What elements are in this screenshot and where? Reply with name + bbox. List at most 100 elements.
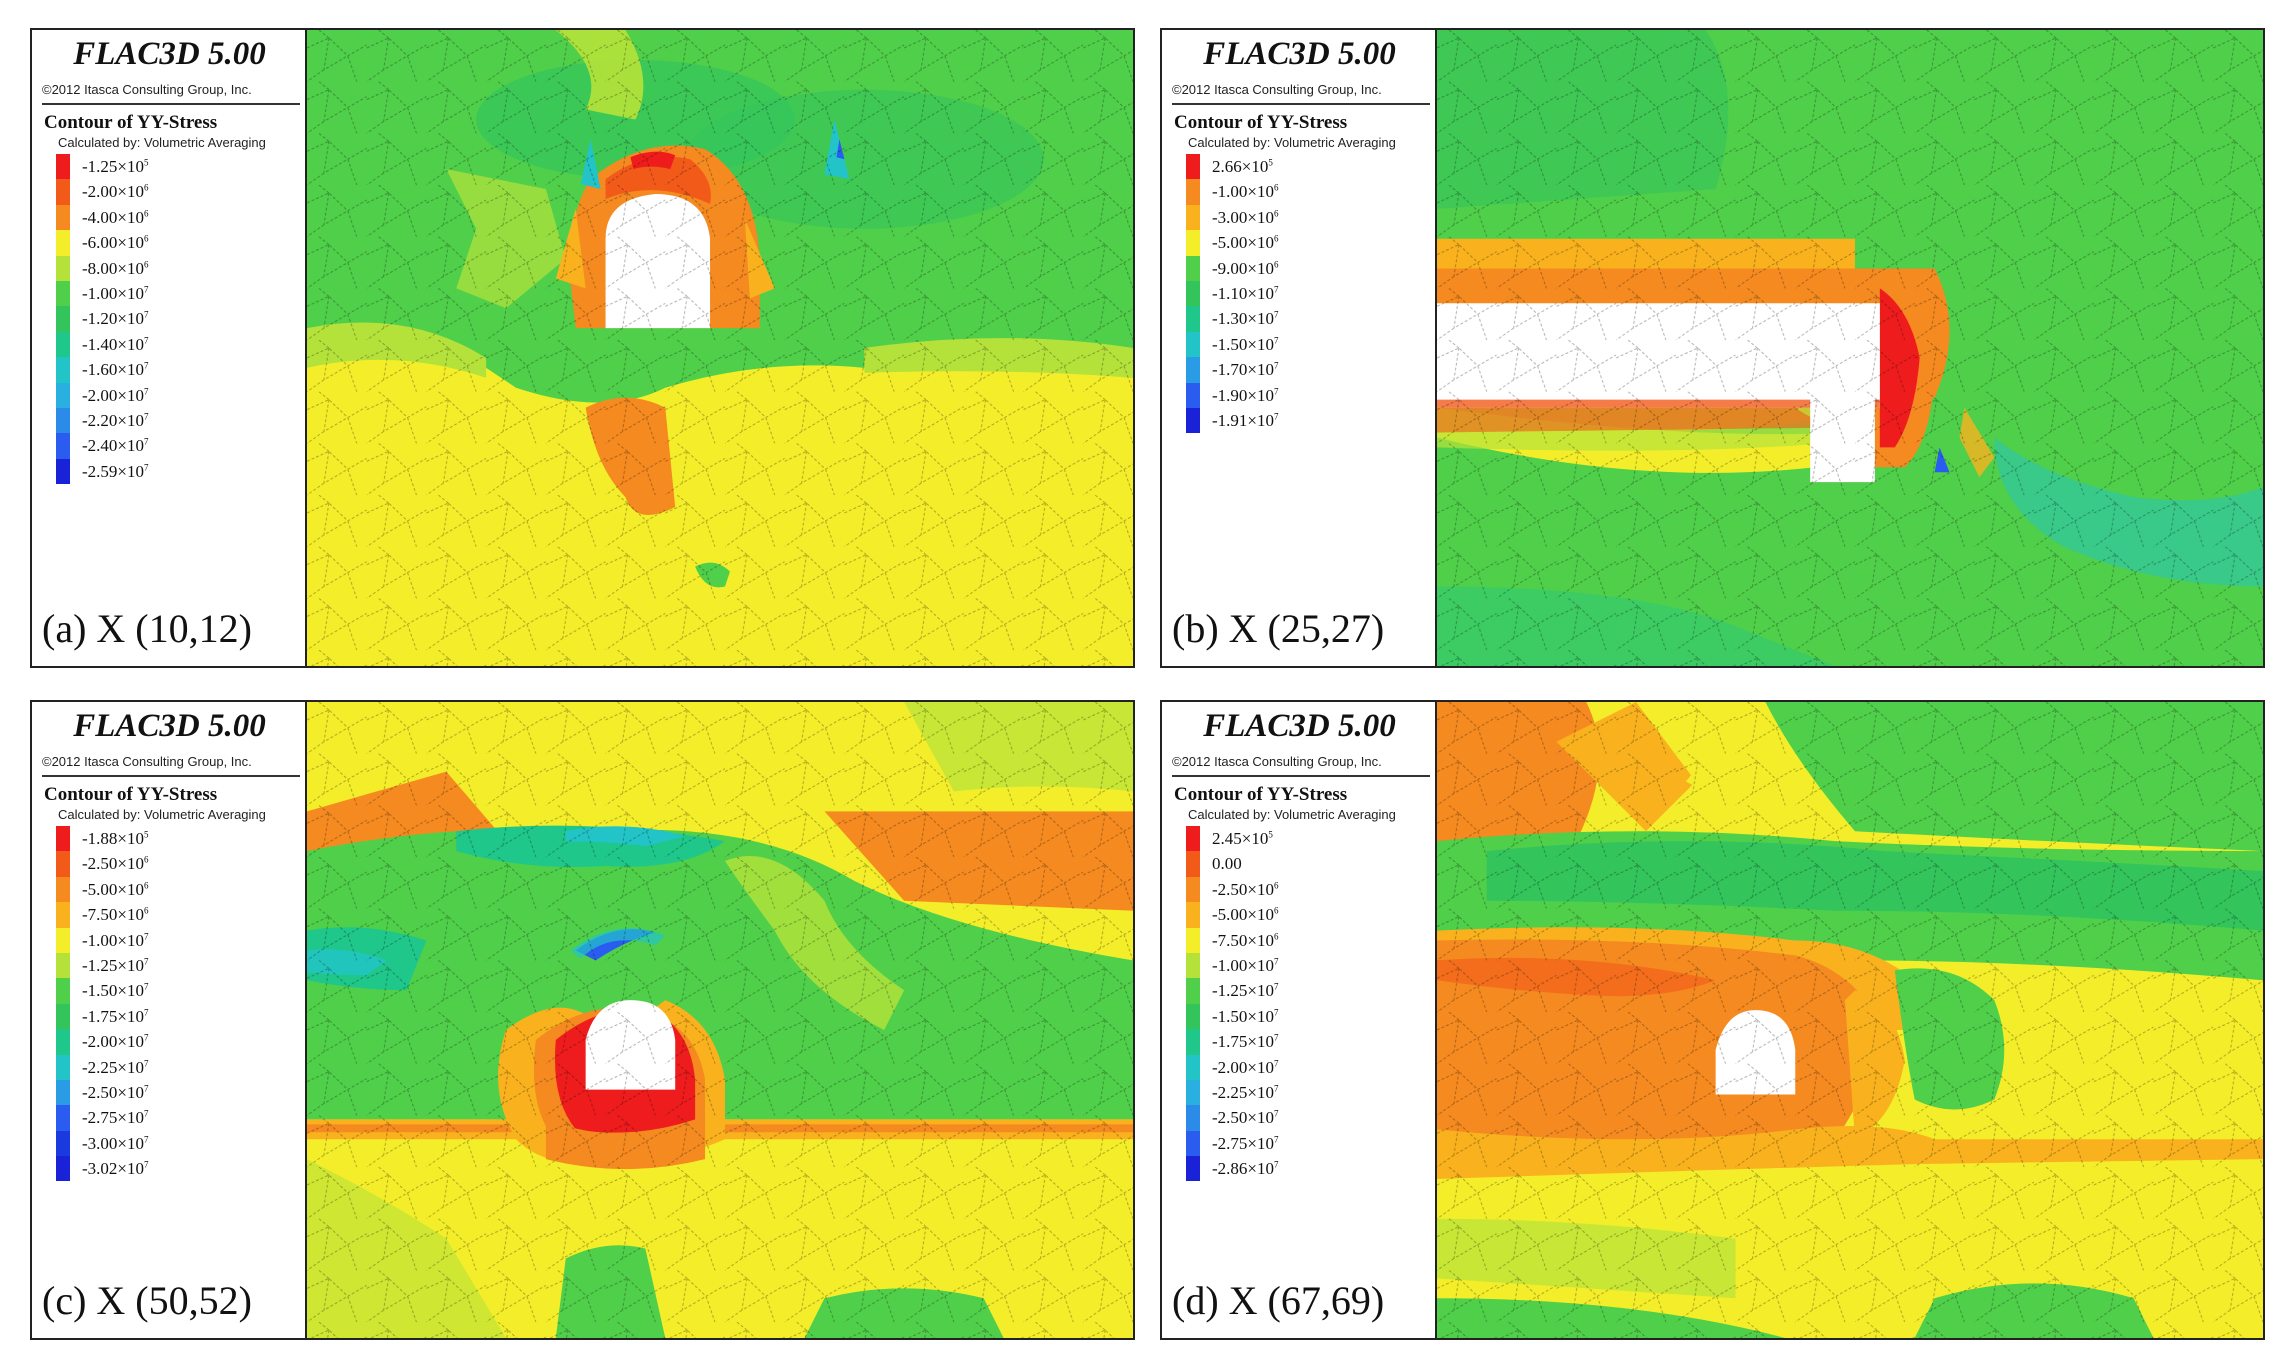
legend-exponent: 6 — [144, 258, 149, 269]
legend-times-ten: ×10 — [117, 1159, 145, 1179]
legend-mantissa: -1.50 — [82, 981, 118, 1001]
legend-value: -1.40×107 — [82, 335, 149, 355]
legend-swatch — [56, 458, 70, 485]
legend-mantissa: 0.00 — [1212, 854, 1242, 874]
legend-times-ten: ×10 — [1247, 905, 1275, 925]
legend-value: -1.75×107 — [82, 1007, 149, 1027]
legend-times-ten: ×10 — [117, 157, 145, 176]
legend-mantissa: -1.25 — [1212, 981, 1248, 1001]
legend-swatch — [1186, 826, 1200, 852]
legend-mantissa: -1.00 — [82, 283, 118, 303]
legend-mantissa: -1.00 — [1212, 182, 1248, 202]
legend-mantissa: -1.40 — [82, 334, 118, 354]
legend-swatch — [56, 1029, 70, 1055]
legend-value: -1.00×107 — [1212, 956, 1279, 976]
legend-mantissa: -6.00 — [82, 233, 118, 253]
legend-mantissa: -1.75 — [82, 1006, 118, 1026]
legend-swatch — [56, 1130, 70, 1157]
legend-swatch — [1186, 1105, 1200, 1131]
software-title: FLAC3D 5.00 — [73, 708, 266, 744]
copyright: ©2012 Itasca Consulting Group, Inc. — [1172, 754, 1382, 769]
legend-exponent: 6 — [144, 208, 149, 219]
legend-mantissa: -4.00 — [82, 207, 118, 227]
legend-mantissa: -2.75 — [1212, 1133, 1248, 1153]
legend-swatch — [1186, 407, 1200, 434]
legend-value: -2.00×106 — [82, 182, 149, 202]
legend-times-ten: ×10 — [117, 182, 145, 202]
legend-times-ten: ×10 — [117, 410, 145, 430]
legend-mantissa: -1.50 — [1212, 334, 1248, 354]
legend-mantissa: -7.50 — [1212, 930, 1248, 950]
legend-swatch — [56, 382, 70, 408]
panel-d: FLAC3D 5.00 ©2012 Itasca Consulting Grou… — [1160, 700, 2265, 1340]
legend-swatch — [56, 876, 70, 903]
legend-value: -1.70×107 — [1212, 360, 1279, 380]
legend-times-ten: ×10 — [117, 930, 145, 950]
legend-exponent: 7 — [1274, 360, 1279, 371]
legend-a: FLAC3D 5.00 ©2012 Itasca Consulting Grou… — [32, 30, 307, 666]
legend-mantissa: -1.70 — [1212, 360, 1248, 380]
legend-times-ten: ×10 — [1241, 829, 1269, 848]
legend-b: FLAC3D 5.00 ©2012 Itasca Consulting Grou… — [1162, 30, 1437, 666]
legend-swatch — [56, 1079, 70, 1106]
legend-swatch — [56, 1003, 70, 1030]
legend-value: -1.60×107 — [82, 360, 149, 380]
legend-mantissa: -2.40 — [82, 436, 118, 456]
legend-times-ten: ×10 — [117, 1032, 145, 1052]
legend-exponent: 6 — [1274, 880, 1279, 891]
contour-title: Contour of YY-Stress — [1174, 784, 1348, 805]
legend-value: -2.75×107 — [82, 1108, 149, 1128]
legend-times-ten: ×10 — [117, 829, 145, 848]
panel-label: (a) X (10,12) — [42, 606, 252, 651]
legend-value: -5.00×106 — [1212, 233, 1279, 253]
legend-mantissa: -1.90 — [1212, 385, 1248, 405]
legend-times-ten: ×10 — [117, 981, 145, 1001]
legend-exponent: 6 — [144, 854, 149, 865]
legend-exponent: 7 — [144, 956, 149, 967]
contour-plot-a — [307, 30, 1133, 666]
legend-swatch — [56, 1156, 70, 1182]
legend-value: -3.00×106 — [1212, 208, 1279, 228]
legend-exponent: 5 — [1268, 157, 1273, 168]
legend-swatch — [1186, 978, 1200, 1004]
legend-times-ten: ×10 — [117, 436, 145, 456]
legend-times-ten: ×10 — [1247, 1159, 1275, 1179]
legend-exponent: 7 — [144, 1108, 149, 1119]
divider — [42, 103, 300, 105]
legend-value: -1.50×107 — [1212, 335, 1279, 355]
legend-times-ten: ×10 — [117, 207, 145, 227]
legend-times-ten: ×10 — [1247, 1082, 1275, 1102]
legend-exponent: 7 — [1274, 981, 1279, 992]
legend-mantissa: -7.50 — [82, 905, 118, 925]
legend-value: -1.10×107 — [1212, 284, 1279, 304]
legend-swatch — [56, 851, 70, 877]
legend-times-ten: ×10 — [1247, 233, 1275, 253]
legend-value: -1.00×107 — [82, 284, 149, 304]
legend-swatch — [56, 1105, 70, 1131]
legend-value: -2.20×107 — [82, 411, 149, 431]
legend-times-ten: ×10 — [1247, 981, 1275, 1001]
contour-plot-c — [307, 702, 1133, 1338]
legend-mantissa: -2.20 — [82, 410, 118, 430]
legend-times-ten: ×10 — [117, 258, 145, 278]
legend-swatch — [1186, 1054, 1200, 1080]
legend-value: -1.75×107 — [1212, 1032, 1279, 1052]
legend-swatch — [56, 952, 70, 979]
divider — [1172, 103, 1430, 105]
calculated-by: Calculated by: Volumetric Averaging — [1188, 807, 1396, 822]
legend-exponent: 6 — [1274, 208, 1279, 219]
legend-exponent: 7 — [1274, 1159, 1279, 1170]
legend-value: -1.20×107 — [82, 309, 149, 329]
legend-exponent: 7 — [1274, 411, 1279, 422]
legend-mantissa: -1.25 — [82, 955, 118, 975]
legend-mantissa: -1.20 — [82, 309, 118, 329]
legend-swatch — [56, 433, 70, 459]
legend-exponent: 6 — [144, 182, 149, 193]
legend-mantissa: -2.00 — [82, 385, 118, 405]
legend-mantissa: -2.25 — [1212, 1082, 1248, 1102]
legend-mantissa: -2.86 — [1212, 1159, 1248, 1179]
legend-value: 2.66×105 — [1212, 157, 1273, 177]
legend-value: -2.00×107 — [1212, 1058, 1279, 1078]
legend-value: -2.50×107 — [82, 1083, 149, 1103]
legend-times-ten: ×10 — [1247, 879, 1275, 899]
